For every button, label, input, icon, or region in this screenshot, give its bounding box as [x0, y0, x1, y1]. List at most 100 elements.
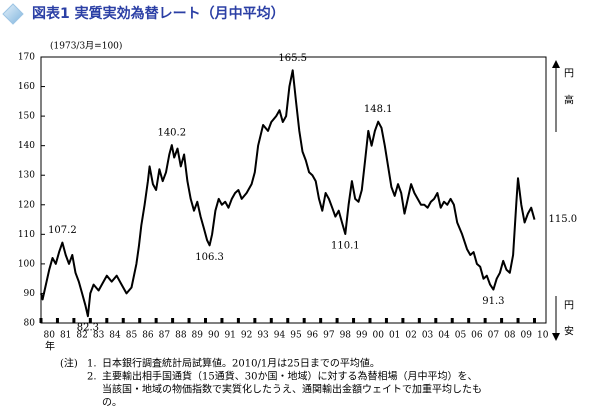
data-label: 91.3 — [482, 296, 504, 307]
x-tick — [105, 318, 109, 323]
x-tick — [532, 318, 536, 323]
data-label: 115.0 — [548, 214, 577, 225]
y-tick-label: 140 — [18, 141, 35, 151]
x-tick — [467, 318, 471, 323]
note-text: の。 — [102, 398, 122, 409]
x-tick-label: 99 — [356, 331, 368, 341]
data-label: 148.1 — [364, 104, 393, 115]
plot-frame — [40, 56, 547, 324]
arrow-down-head — [552, 333, 560, 341]
x-tick-label: 86 — [142, 331, 154, 341]
x-tick — [434, 318, 438, 323]
note-text: 日本銀行調査統計局試算値。2010/1月は25日までの平均値。 — [102, 357, 380, 370]
x-tick-label: 05 — [455, 331, 467, 341]
x-tick-label: 10 — [537, 331, 549, 341]
x-tick-label: 94 — [274, 331, 286, 341]
y-tick-label: 80 — [24, 319, 36, 329]
data-label: 107.2 — [48, 225, 77, 236]
x-unit: 年 — [45, 340, 55, 353]
x-tick-label: 02 — [405, 331, 416, 341]
x-tick-label: 87 — [159, 331, 171, 341]
x-tick — [286, 318, 290, 323]
x-tick-label: 90 — [208, 331, 220, 341]
x-tick — [39, 318, 43, 323]
x-tick-label: 80 — [43, 331, 55, 341]
y-tick-label: 110 — [18, 230, 35, 240]
x-tick-label: 06 — [471, 331, 483, 341]
x-tick — [121, 318, 125, 323]
title-icon — [2, 3, 24, 25]
x-tick — [72, 318, 76, 323]
data-label: 110.1 — [331, 241, 360, 252]
yen-label: 安 — [564, 325, 574, 338]
x-tick-label: 00 — [372, 331, 384, 341]
y-tick-label: 90 — [24, 289, 36, 299]
x-tick-label: 89 — [192, 331, 204, 341]
y-tick-label: 120 — [18, 200, 35, 210]
x-tick-label: 03 — [422, 331, 434, 341]
x-tick-label: 88 — [175, 331, 187, 341]
data-label: 82.3 — [77, 323, 99, 334]
y-tick-label: 170 — [18, 53, 35, 63]
x-tick — [368, 318, 372, 323]
data-label: 106.3 — [195, 252, 224, 263]
data-label: 165.5 — [278, 53, 307, 64]
x-tick — [88, 318, 92, 323]
x-tick — [384, 318, 388, 323]
data-label: 140.2 — [157, 128, 186, 139]
x-tick — [319, 318, 323, 323]
x-tick-label: 98 — [340, 331, 352, 341]
x-tick — [187, 318, 191, 323]
x-tick-label: 91 — [224, 331, 235, 341]
x-tick-label: 09 — [521, 331, 533, 341]
x-tick-label: 81 — [60, 331, 71, 341]
note-number: 2. — [87, 372, 97, 383]
x-tick-label: 95 — [290, 331, 302, 341]
data-line — [40, 69, 536, 318]
x-tick — [154, 318, 158, 323]
note-number: 1. — [87, 359, 97, 370]
note-text: 主要輸出相手国通貨（15通貨、30か国・地域）に対する為替相場（月中平均）を、 — [102, 370, 477, 383]
x-tick-label: 83 — [93, 331, 105, 341]
x-tick-label: 97 — [323, 331, 335, 341]
x-tick — [171, 318, 175, 323]
x-tick-label: 08 — [504, 331, 516, 341]
x-tick — [220, 318, 224, 323]
x-tick-label: 96 — [307, 331, 319, 341]
x-tick — [236, 318, 240, 323]
y-tick-label: 150 — [18, 112, 35, 122]
x-tick — [450, 318, 454, 323]
yen-label: 円 — [564, 301, 574, 312]
x-tick-label: 92 — [241, 331, 252, 341]
x-tick — [352, 318, 356, 323]
x-tick-label: 82 — [76, 331, 87, 341]
x-tick — [401, 318, 405, 323]
y-tick-label: 160 — [18, 82, 35, 92]
x-tick — [253, 318, 257, 323]
x-tick — [302, 318, 306, 323]
x-tick — [55, 318, 59, 323]
x-tick — [335, 318, 339, 323]
x-tick-label: 84 — [109, 331, 121, 341]
chart-title: 図表1 実質実効為替レート（月中平均） — [32, 5, 285, 22]
x-tick — [138, 318, 142, 323]
y-tick-label: 100 — [18, 259, 35, 269]
yen-label: 高 — [564, 94, 574, 107]
notes-head: (注) — [60, 357, 78, 370]
arrow-up-head — [552, 60, 560, 68]
x-tick — [516, 318, 520, 323]
x-tick — [203, 318, 207, 323]
y-tick-label: 130 — [18, 171, 35, 181]
x-tick — [417, 318, 421, 323]
x-tick-label: 93 — [257, 331, 269, 341]
x-tick-label: 07 — [488, 331, 500, 341]
yen-label: 円 — [564, 69, 574, 80]
x-tick — [500, 318, 504, 323]
note-text: 当該国・地域の物価指数で実質化したうえ、通関輸出金額ウェイトで加重平均したも — [102, 383, 482, 396]
x-tick — [269, 318, 273, 323]
x-tick-label: 85 — [126, 331, 138, 341]
x-tick-label: 01 — [389, 331, 400, 341]
x-tick — [483, 318, 487, 323]
y-axis-label: (1973/3月=100) — [50, 41, 122, 52]
